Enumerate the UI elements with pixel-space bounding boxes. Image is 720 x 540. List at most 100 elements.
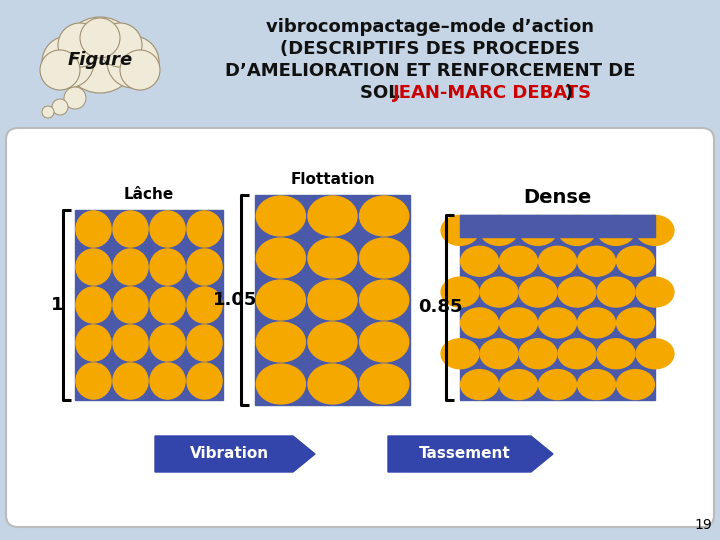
- Ellipse shape: [558, 339, 596, 369]
- Ellipse shape: [616, 308, 654, 338]
- Ellipse shape: [256, 280, 305, 320]
- Ellipse shape: [150, 287, 185, 323]
- Ellipse shape: [558, 277, 596, 307]
- Ellipse shape: [441, 277, 479, 307]
- Circle shape: [42, 106, 54, 118]
- Ellipse shape: [359, 238, 409, 278]
- Ellipse shape: [113, 249, 148, 285]
- Ellipse shape: [359, 196, 409, 236]
- Bar: [75, 210, 223, 400]
- Polygon shape: [388, 436, 553, 472]
- Circle shape: [64, 87, 86, 109]
- Bar: [460, 215, 655, 400]
- Ellipse shape: [113, 363, 148, 399]
- Text: 19: 19: [694, 518, 712, 532]
- Ellipse shape: [480, 339, 518, 369]
- Circle shape: [80, 18, 120, 58]
- Ellipse shape: [187, 325, 222, 361]
- Ellipse shape: [500, 308, 537, 338]
- Circle shape: [40, 50, 80, 90]
- Ellipse shape: [308, 280, 357, 320]
- Ellipse shape: [577, 369, 616, 400]
- Ellipse shape: [150, 249, 185, 285]
- Circle shape: [42, 36, 94, 88]
- Ellipse shape: [500, 246, 537, 276]
- Ellipse shape: [441, 215, 479, 245]
- Ellipse shape: [76, 325, 111, 361]
- Ellipse shape: [636, 339, 674, 369]
- Bar: [460, 215, 655, 237]
- Text: vibrocompactage–mode d’action: vibrocompactage–mode d’action: [266, 18, 594, 36]
- Ellipse shape: [76, 287, 111, 323]
- Ellipse shape: [461, 246, 498, 276]
- Ellipse shape: [616, 369, 654, 400]
- Ellipse shape: [636, 215, 674, 245]
- Circle shape: [58, 23, 102, 67]
- Ellipse shape: [76, 363, 111, 399]
- Ellipse shape: [113, 325, 148, 361]
- Ellipse shape: [150, 363, 185, 399]
- Ellipse shape: [256, 364, 305, 404]
- Text: Figure: Figure: [68, 51, 132, 69]
- Ellipse shape: [150, 211, 185, 247]
- Ellipse shape: [519, 215, 557, 245]
- Ellipse shape: [577, 308, 616, 338]
- Circle shape: [120, 50, 160, 90]
- Text: 1.05: 1.05: [213, 291, 257, 309]
- Polygon shape: [155, 436, 315, 472]
- Ellipse shape: [577, 246, 616, 276]
- Ellipse shape: [597, 277, 635, 307]
- Text: 1: 1: [50, 296, 63, 314]
- Text: Tassement: Tassement: [419, 447, 511, 462]
- Text: Dense: Dense: [523, 188, 592, 207]
- Ellipse shape: [187, 249, 222, 285]
- Ellipse shape: [308, 196, 357, 236]
- Text: D’AMELIORATION ET RENFORCEMENT DE: D’AMELIORATION ET RENFORCEMENT DE: [225, 62, 635, 80]
- Ellipse shape: [256, 322, 305, 362]
- Text: Lâche: Lâche: [124, 187, 174, 202]
- Text: SOL: SOL: [360, 84, 406, 102]
- Ellipse shape: [461, 369, 498, 400]
- Ellipse shape: [187, 287, 222, 323]
- Text: 0.85: 0.85: [418, 299, 462, 316]
- Ellipse shape: [76, 211, 111, 247]
- Bar: [255, 195, 410, 405]
- Ellipse shape: [113, 211, 148, 247]
- Ellipse shape: [256, 196, 305, 236]
- Ellipse shape: [558, 215, 596, 245]
- Ellipse shape: [308, 322, 357, 362]
- Ellipse shape: [500, 369, 537, 400]
- Ellipse shape: [539, 369, 577, 400]
- Ellipse shape: [480, 277, 518, 307]
- Ellipse shape: [187, 211, 222, 247]
- Text: Vibration: Vibration: [190, 447, 269, 462]
- Ellipse shape: [359, 322, 409, 362]
- Text: JEAN-MARC DEBATS: JEAN-MARC DEBATS: [393, 84, 592, 102]
- Ellipse shape: [359, 280, 409, 320]
- Ellipse shape: [539, 246, 577, 276]
- Ellipse shape: [636, 277, 674, 307]
- Ellipse shape: [187, 363, 222, 399]
- Text: (DESCRIPTIFS DES PROCEDES: (DESCRIPTIFS DES PROCEDES: [280, 40, 580, 58]
- Ellipse shape: [150, 325, 185, 361]
- Ellipse shape: [597, 339, 635, 369]
- Ellipse shape: [519, 277, 557, 307]
- Ellipse shape: [308, 364, 357, 404]
- Ellipse shape: [519, 339, 557, 369]
- Ellipse shape: [616, 246, 654, 276]
- FancyBboxPatch shape: [6, 128, 714, 527]
- Circle shape: [62, 17, 138, 93]
- Ellipse shape: [113, 287, 148, 323]
- Ellipse shape: [441, 339, 479, 369]
- Ellipse shape: [359, 364, 409, 404]
- Circle shape: [52, 99, 68, 115]
- Ellipse shape: [256, 238, 305, 278]
- Text: ): ): [565, 84, 573, 102]
- Ellipse shape: [539, 308, 577, 338]
- Ellipse shape: [308, 238, 357, 278]
- Text: Flottation: Flottation: [290, 172, 375, 187]
- Circle shape: [107, 36, 159, 88]
- Circle shape: [98, 23, 142, 67]
- Ellipse shape: [461, 308, 498, 338]
- Ellipse shape: [76, 249, 111, 285]
